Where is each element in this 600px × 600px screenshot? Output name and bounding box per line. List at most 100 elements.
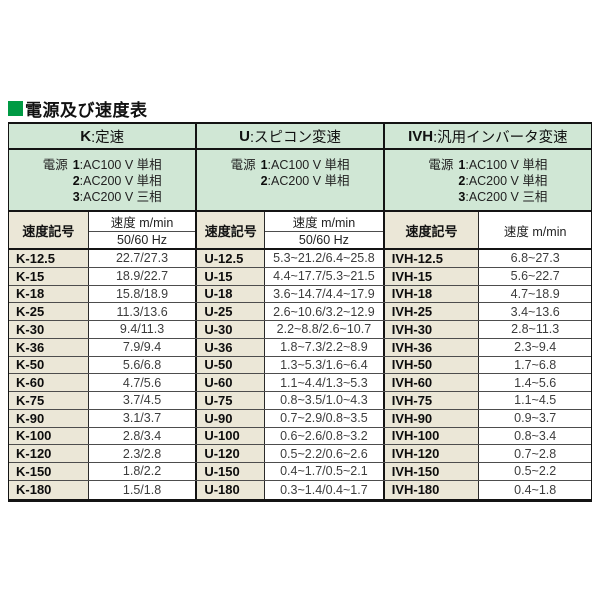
speed-code-cell: U-120 <box>197 445 266 462</box>
group-header-u: U:スピコン変速 <box>197 124 385 148</box>
speed-value-cell: 2.8~11.3 <box>511 322 560 337</box>
table-row: K-15 18.9/22.7 U-15 4.4~17.7/5.3~21.5 IVH-15… <box>9 267 591 286</box>
speed-code-cell: K-75 <box>9 392 89 409</box>
speed-code-cell: U-90 <box>197 409 266 427</box>
speed-code-cell: U-50 <box>197 356 266 374</box>
power-cell-ivh: 電源 1:AC100 V 単相 2:AC200 V 単相 3:AC200 V 三相 <box>384 150 591 210</box>
speed-value-cell: 0.8~3.5/1.0~4.3 <box>265 392 385 409</box>
power-cell-k: 電源 1:AC100 V 単相 2:AC200 V 単相 3:AC200 V 三相 <box>9 150 198 210</box>
table-row: K-75 3.7/4.5 U-75 0.8~3.5/1.0~4.3 IVH-75 1.1~… <box>9 392 591 410</box>
power-option: 3:AC200 V 三相 <box>458 190 548 204</box>
table-row: K-100 2.8/3.4 U-100 0.6~2.6/0.8~3.2 IVH-100 0… <box>9 427 591 446</box>
speed-code-cell: IVH-75 <box>384 392 480 409</box>
speed-value-cell: 2.3~9.4 <box>514 340 557 355</box>
speed-value-cell: 0.4~1.8 <box>514 482 557 497</box>
power-label-k: 電源 <box>42 158 68 172</box>
speed-code-cell: IVH-90 <box>384 409 480 427</box>
speed-value-cell: 5.3~21.2/6.4~25.8 <box>265 250 385 267</box>
group-type-k: :定速 <box>91 129 125 146</box>
page-title: 電源及び速度表 <box>8 96 148 121</box>
speed-code-cell: U-18 <box>197 285 266 303</box>
table-row: K-12.5 22.7/27.3 U-12.5 5.3~21.2/6.4~25.8 IV… <box>9 250 591 268</box>
speed-code-cell: U-150 <box>197 463 266 480</box>
speed-code-cell: U-36 <box>197 338 266 356</box>
speed-code-cell: K-150 <box>9 463 89 480</box>
speed-value-cell: 4.4~17.7/5.3~21.5 <box>265 267 385 285</box>
table-row: K-25 11.3/13.6 U-25 2.6~10.6/3.2~12.9 IVH-25… <box>9 303 591 321</box>
group-code-k: K <box>80 127 92 145</box>
speed-value-cell: 2.6~10.6/3.2~12.9 <box>265 303 385 320</box>
speed-code-cell: K-12.5 <box>9 250 89 267</box>
speed-value-cell: 6.8~27.3 <box>510 251 560 266</box>
table-row: K-90 3.1/3.7 U-90 0.7~2.9/0.8~3.5 IVH-90 0.9~… <box>9 409 591 428</box>
power-label-ivh: 電源 <box>428 158 454 172</box>
speed-code-cell: IVH-120 <box>384 445 480 462</box>
speed-code-cell: U-100 <box>197 427 266 445</box>
speed-value-cell: 0.3~1.4/0.4~1.7 <box>265 480 385 499</box>
speed-code-cell: K-180 <box>9 480 89 499</box>
speed-value-cell: 5.6~22.7 <box>510 269 560 284</box>
table-group-header-row: K:定速 U:スピコン変速 IVH:汎用インバータ変速 <box>9 124 591 150</box>
speed-code-cell: U-30 <box>197 321 266 338</box>
speed-code-cell: K-18 <box>9 285 89 303</box>
speed-value-cell: 1.1~4.5 <box>514 393 557 408</box>
group-header-k: K:定速 <box>9 124 198 148</box>
speed-value-cell: 4.7/5.6 <box>89 374 198 391</box>
speed-code-cell: IVH-60 <box>384 374 480 391</box>
table-row: K-18 15.8/18.9 U-18 3.6~14.7/4.4~17.9 IVH-18… <box>9 285 591 304</box>
speed-code-header-u: 速度記号 <box>197 212 266 248</box>
speed-code-cell: U-25 <box>197 303 266 320</box>
power-option: 2:AC200 V 単相 <box>72 174 162 188</box>
speed-value-cell: 0.5~2.2 <box>514 464 557 479</box>
speed-code-cell: U-180 <box>197 480 266 499</box>
speed-code-cell: IVH-180 <box>384 480 480 499</box>
power-option: 1:AC100 V 単相 <box>260 158 350 172</box>
speed-freq-label-u: 50/60 Hz <box>298 233 349 247</box>
speed-code-cell: K-60 <box>9 374 89 391</box>
speed-value-cell: 9.4/11.3 <box>89 321 198 338</box>
power-speed-table: K:定速 U:スピコン変速 IVH:汎用インバータ変速 電源 1:AC100 V… <box>8 122 592 502</box>
speed-value-cell: 3.6~14.7/4.4~17.9 <box>265 285 385 303</box>
speed-value-cell: 0.4~1.7/0.5~2.1 <box>265 463 385 480</box>
speed-value-cell: 11.3/13.6 <box>89 303 198 320</box>
speed-code-cell: IVH-18 <box>384 285 480 303</box>
table-row: K-30 9.4/11.3 U-30 2.2~8.8/2.6~10.7 IVH-30 2.… <box>9 321 591 339</box>
speed-value-cell: 1.1~4.4/1.3~5.3 <box>265 374 385 391</box>
table-speed-header-row: 速度記号 速度 m/min 50/60 Hz 速度記号 速度 m/min 50/… <box>9 212 591 250</box>
table-row: K-36 7.9/9.4 U-36 1.8~7.3/2.2~8.9 IVH-36 2.3~… <box>9 338 591 357</box>
group-type-u: :スピコン変速 <box>249 129 341 146</box>
power-list-k: 1:AC100 V 単相 2:AC200 V 単相 3:AC200 V 三相 <box>73 157 162 205</box>
speed-value-cell: 4.7~18.9 <box>510 286 560 301</box>
speed-code-cell: IVH-36 <box>384 338 480 356</box>
speed-code-cell: K-30 <box>9 321 89 338</box>
speed-value-cell: 0.8~3.4 <box>514 428 557 443</box>
speed-value-cell: 22.7/27.3 <box>89 250 198 267</box>
title-bullet-icon <box>8 101 23 116</box>
speed-code-cell: K-15 <box>9 267 89 285</box>
speed-value-cell: 1.5/1.8 <box>89 480 198 499</box>
speed-code-cell: IVH-100 <box>384 427 480 445</box>
table-row: K-120 2.3/2.8 U-120 0.5~2.2/0.6~2.6 IVH-120 0… <box>9 445 591 463</box>
speed-unit-label-u: 速度 m/min <box>265 212 383 232</box>
power-cell-u: 電源 1:AC100 V 単相 2:AC200 V 単相 <box>197 150 385 210</box>
speed-value-cell: 0.5~2.2/0.6~2.6 <box>265 445 385 462</box>
speed-code-cell: K-100 <box>9 427 89 445</box>
speed-value-cell: 18.9/22.7 <box>89 267 198 285</box>
speed-value-cell: 5.6/6.8 <box>89 356 198 374</box>
speed-code-cell: K-25 <box>9 303 89 320</box>
speed-code-cell: K-50 <box>9 356 89 374</box>
table-power-row: 電源 1:AC100 V 単相 2:AC200 V 単相 3:AC200 V 三相 … <box>9 150 591 212</box>
speed-value-cell: 1.8/2.2 <box>89 463 198 480</box>
speed-code-cell: IVH-12.5 <box>384 250 480 267</box>
speed-code-cell: U-12.5 <box>197 250 266 267</box>
speed-value-cell: 3.7/4.5 <box>89 392 198 409</box>
speed-code-cell: IVH-25 <box>384 303 480 320</box>
speed-code-cell: IVH-30 <box>384 321 480 338</box>
group-header-ivh: IVH:汎用インバータ変速 <box>384 124 591 148</box>
power-label-u: 電源 <box>230 158 256 172</box>
speed-unit-label-k: 速度 m/min <box>88 212 196 232</box>
page-title-text: 電源及び速度表 <box>25 101 148 120</box>
speed-value-cell: 0.6~2.6/0.8~3.2 <box>265 427 385 445</box>
power-list-u: 1:AC100 V 単相 2:AC200 V 単相 <box>261 157 350 189</box>
speed-value-cell: 3.1/3.7 <box>89 409 198 427</box>
